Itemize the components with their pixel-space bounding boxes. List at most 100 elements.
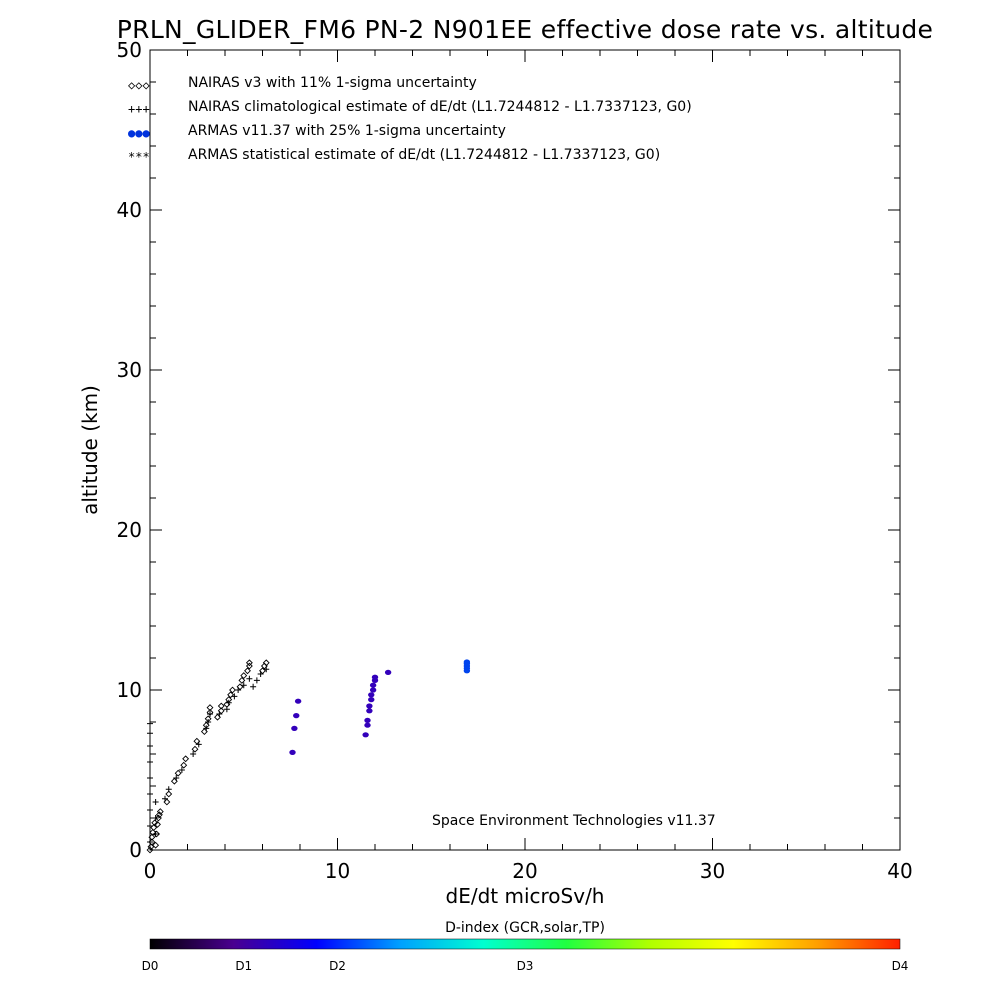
nairas-climatology-point xyxy=(147,807,153,813)
y-tick-label: 10 xyxy=(117,678,142,702)
nairas-climatology-point xyxy=(257,671,264,677)
armas-point xyxy=(291,725,298,732)
x-tick-label: 40 xyxy=(887,859,912,883)
colorbar-tick-label: D0 xyxy=(142,959,159,973)
nairas-point xyxy=(150,824,158,832)
nairas-climatology-point xyxy=(223,706,230,713)
axis-ticks xyxy=(149,49,901,851)
armas-point xyxy=(289,749,296,756)
nairas-climatology-point xyxy=(147,775,153,781)
armas-point xyxy=(362,732,369,738)
armas-point xyxy=(364,717,371,724)
armas-point xyxy=(366,708,373,714)
nairas-climatology-point xyxy=(147,720,153,727)
nairas-climatology-point xyxy=(147,759,153,765)
legend-symbol: +++ xyxy=(128,102,150,116)
nairas-climatology-point xyxy=(178,767,185,773)
y-tick-label: 0 xyxy=(129,838,142,862)
axis-tick-labels: 0 10 20 30 40 0 10 20 30 40 50 xyxy=(117,38,913,883)
nairas-climatology-point xyxy=(207,711,213,717)
armas-point xyxy=(368,697,375,703)
nairas-climatology-point xyxy=(203,725,210,732)
nairas-point xyxy=(165,790,173,798)
nairas-point xyxy=(151,819,159,827)
nairas-climatology-point xyxy=(253,677,260,684)
nairas-climatology-point xyxy=(225,699,232,706)
nairas-point xyxy=(240,672,248,680)
armas-point xyxy=(368,692,375,698)
x-axis-label: dE/dt microSv/h xyxy=(446,884,605,908)
nairas-climatology-point xyxy=(152,831,159,837)
colorbar-tick-label: D3 xyxy=(517,959,534,973)
nairas-point xyxy=(174,769,182,777)
armas-point xyxy=(294,698,302,704)
armas-point xyxy=(463,659,471,665)
nairas-climatology-point xyxy=(240,682,247,689)
data-points xyxy=(146,659,471,854)
y-tick-label: 40 xyxy=(117,198,142,222)
x-tick-label: 20 xyxy=(512,859,537,883)
armas-point xyxy=(369,687,377,693)
armas-point xyxy=(293,713,300,719)
nairas-climatology-point xyxy=(152,799,159,805)
nairas-point xyxy=(153,830,160,838)
nairas-point xyxy=(147,843,155,851)
nairas-point xyxy=(217,702,225,710)
colorbar-tick-label: D2 xyxy=(329,959,346,973)
nairas-climatology-point xyxy=(190,751,197,757)
nairas-climatology-point xyxy=(231,693,238,700)
x-tick-label: 0 xyxy=(144,859,157,883)
nairas-climatology-point xyxy=(147,823,153,829)
legend-symbol: ◇◇◇ xyxy=(128,78,150,92)
nairas-point xyxy=(238,676,246,684)
colorbar-tick-label: D4 xyxy=(892,959,909,973)
nairas-climatology-point xyxy=(147,791,153,797)
nairas-point xyxy=(191,745,199,753)
legend: ◇◇◇ NAIRAS v3 with 11% 1-sigma uncertaint… xyxy=(128,75,692,164)
y-tick-label: 50 xyxy=(117,38,142,62)
nairas-point xyxy=(245,659,253,667)
nairas-point xyxy=(182,755,190,763)
nairas-climatology-point xyxy=(165,786,172,793)
nairas-point xyxy=(244,667,251,675)
nairas-climatology-point xyxy=(246,675,253,682)
plot-frame xyxy=(149,49,901,851)
nairas-climatology-point xyxy=(147,839,153,845)
colorbar xyxy=(149,938,901,950)
nairas-climatology-point xyxy=(250,683,257,690)
credit-text: Space Environment Technologies v11.37 xyxy=(432,813,716,829)
legend-symbol: ●●● xyxy=(128,126,150,140)
legend-entry: ARMAS statistical estimate of dE/dt (L1.… xyxy=(188,147,660,163)
nairas-climatology-point xyxy=(173,775,180,781)
nairas-point xyxy=(227,691,235,699)
nairas-climatology-point xyxy=(235,687,242,693)
colorbar-title: D-index (GCR,solar,TP) xyxy=(445,920,605,936)
y-tick-label: 20 xyxy=(117,518,142,542)
legend-symbol: *** xyxy=(128,150,150,164)
x-tick-label: 30 xyxy=(700,859,725,883)
nairas-point xyxy=(245,662,253,670)
nairas-point xyxy=(180,761,188,769)
nairas-point xyxy=(152,841,160,849)
x-tick-label: 10 xyxy=(325,859,350,883)
armas-point xyxy=(371,674,379,680)
nairas-climatology-point xyxy=(263,666,270,673)
colorbar-tick-label: D1 xyxy=(235,959,252,973)
nairas-point xyxy=(229,686,236,694)
colorbar-ticks: D0 D1 D2 D3 D4 xyxy=(142,959,909,973)
nairas-climatology-point xyxy=(162,795,168,802)
nairas-climatology-point xyxy=(216,711,223,717)
nairas-point xyxy=(149,828,157,836)
nairas-climatology-point xyxy=(147,743,153,749)
legend-entry: NAIRAS climatological estimate of dE/dt … xyxy=(188,99,692,115)
nairas-point xyxy=(156,808,164,816)
nairas-point xyxy=(206,704,214,712)
nairas-point xyxy=(148,833,156,841)
y-tick-label: 30 xyxy=(117,358,142,382)
legend-entry: ARMAS v11.37 with 25% 1-sigma uncertaint… xyxy=(188,123,506,139)
armas-point xyxy=(366,703,373,709)
nairas-point xyxy=(262,659,270,667)
nairas-climatology-point xyxy=(152,815,159,821)
chart-title: PRLN_GLIDER_FM6 PN-2 N901EE effective do… xyxy=(117,15,933,44)
